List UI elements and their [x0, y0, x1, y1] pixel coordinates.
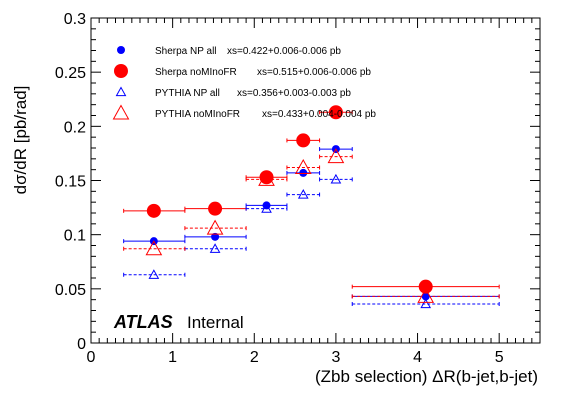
data-point: [421, 292, 430, 301]
data-point: [148, 269, 160, 279]
y-tick-label: 0.1: [64, 228, 86, 245]
x-axis-title: (Zbb selection) ΔR(b-jet,b-jet): [315, 367, 538, 386]
x-tick-label: 5: [495, 349, 504, 366]
legend-xs: xs=0.422+0.006-0.006 pb: [227, 46, 341, 57]
legend-marker: [117, 46, 125, 54]
x-tick-label: 4: [413, 349, 422, 366]
atlas-label: ATLAS: [113, 312, 173, 332]
data-series: [123, 105, 500, 309]
data-point: [206, 219, 224, 235]
series-3: [123, 154, 500, 299]
legend: Sherpa NP all xs=0.422+0.006-0.006 pb Sher…: [112, 46, 376, 120]
legend-xs: xs=0.515+0.006-0.006 pb: [257, 67, 371, 78]
series-0: [123, 147, 500, 299]
data-point: [294, 158, 312, 174]
data-point: [327, 148, 345, 164]
data-point: [330, 173, 342, 184]
data-point: [296, 133, 311, 148]
series-1: [123, 110, 500, 289]
x-tick-label: 2: [250, 349, 259, 366]
y-axis-title: dσ/dR [pb/rad]: [11, 86, 30, 195]
data-point: [211, 232, 220, 241]
data-point: [299, 168, 308, 177]
x-tick-label: 1: [168, 349, 177, 366]
legend-marker: [115, 86, 127, 97]
data-point: [259, 170, 274, 185]
legend-label: PYTHIA NP all: [155, 88, 220, 99]
tick-labels: 0 1 2 3 4 5 0 0.05 0.1 0.15 0.2 0.25 0.3: [55, 11, 504, 366]
data-point: [297, 189, 309, 199]
y-tick-label: 0.2: [64, 119, 86, 136]
legend-marker: [114, 64, 128, 78]
data-point: [418, 279, 433, 294]
data-point: [258, 170, 275, 186]
y-tick-label: 0.3: [64, 11, 86, 28]
data-point: [208, 201, 223, 216]
series-markers-0: [149, 145, 430, 301]
y-tick-label: 0: [77, 336, 86, 353]
legend-label: PYTHIA noMInoFR: [155, 109, 240, 120]
axis-ticks: [90, 17, 541, 344]
series-2: [123, 177, 500, 306]
y-tick-label: 0.05: [55, 282, 86, 299]
data-point: [328, 105, 343, 120]
y-tick-label: 0.25: [55, 65, 86, 82]
atlas-status: Internal: [187, 313, 244, 332]
legend-xs: xs=0.356+0.003-0.003 pb: [237, 88, 351, 99]
data-point: [417, 287, 435, 303]
data-point: [145, 240, 163, 256]
series-markers-2: [148, 173, 432, 309]
data-point: [261, 203, 272, 213]
data-point: [209, 243, 221, 253]
legend-label: Sherpa NP all: [155, 46, 217, 57]
x-tick-label: 3: [331, 349, 340, 366]
data-point: [146, 203, 161, 218]
series-markers-1: [146, 105, 433, 294]
legend-label: Sherpa noMInoFR: [155, 67, 237, 78]
y-tick-label: 0.15: [55, 174, 86, 191]
series-markers-3: [145, 148, 435, 303]
legend-marker: [112, 104, 130, 120]
legend-xs: xs=0.433+0.004-0.004 pb: [262, 109, 376, 120]
data-point: [420, 298, 432, 309]
x-tick-label: 0: [87, 349, 96, 366]
